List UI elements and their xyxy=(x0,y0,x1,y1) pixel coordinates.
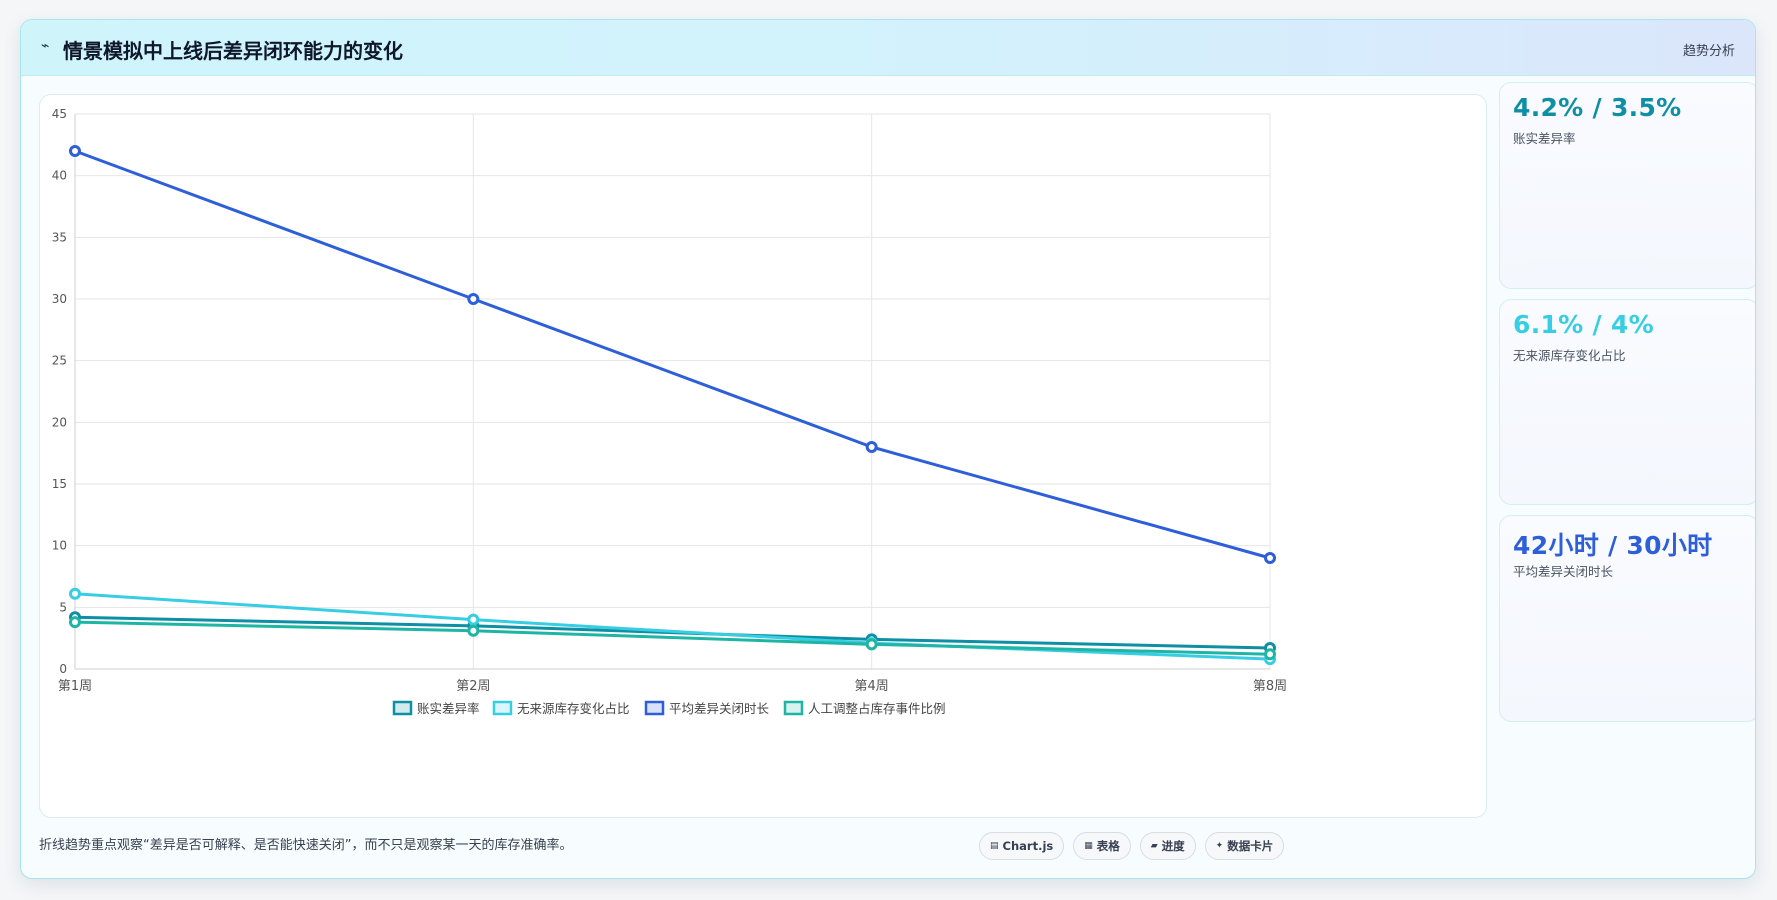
chip-label: 进度 xyxy=(1161,839,1185,853)
chip-data-cards[interactable]: ✦ 数据卡片 xyxy=(1204,832,1285,860)
data-point xyxy=(467,624,480,637)
report-card: ⌁ 情景模拟中上线后差异闭环能力的变化 趋势分析 0 5 10 15 20 25 30 35 4… xyxy=(20,19,1756,879)
trend-analysis-tag: 趋势分析 xyxy=(1682,44,1735,59)
footer-note: 折线趋势重点观察“差异是否可解释、是否能快速关闭”，而不只是观察某一天的库存准确… xyxy=(39,838,573,853)
stat-card-unsourced-change: 6.1% / 4% 无来源库存变化占比 xyxy=(1499,299,1755,505)
chart-icon: ▤ xyxy=(990,841,999,851)
x-tick-label: 第1周 xyxy=(58,679,92,694)
data-point xyxy=(69,616,81,629)
x-tick-label: 第2周 xyxy=(456,679,490,694)
legend-label: 无来源库存变化占比 xyxy=(517,701,630,716)
y-tick-label: 5 xyxy=(59,600,67,614)
y-tick-label: 35 xyxy=(52,230,67,244)
y-tick-label: 0 xyxy=(59,662,67,676)
stat-card-discrepancy-rate: 4.2% / 3.5% 账实差异率 xyxy=(1499,82,1755,289)
chip-label: Chart.js xyxy=(1002,839,1054,853)
table-icon: ▦ xyxy=(1084,841,1093,851)
data-point xyxy=(1264,552,1276,564)
stat-value: 4.2% / 3.5% xyxy=(1513,93,1682,122)
tech-chips: ▤ Chart.js ▦ 表格 ▰ 进度 ✦ 数据卡片 xyxy=(979,832,1285,860)
progress-icon: ▰ xyxy=(1150,841,1158,851)
x-tick-label: 第8周 xyxy=(1253,679,1287,694)
legend-label: 平均差异关闭时长 xyxy=(669,701,770,716)
series-line xyxy=(74,620,1271,656)
y-tick-label: 30 xyxy=(52,292,67,306)
chip-label: 数据卡片 xyxy=(1227,839,1274,853)
chip-chartjs[interactable]: ▤ Chart.js xyxy=(979,832,1065,860)
data-point xyxy=(69,587,81,600)
sparkle-icon: ✦ xyxy=(1215,841,1224,851)
y-tick-label: 10 xyxy=(52,539,67,553)
legend-swatch xyxy=(492,700,513,716)
legend-label: 人工调整占库存事件比例 xyxy=(808,701,946,716)
chip-progress[interactable]: ▰ 进度 xyxy=(1139,832,1196,860)
data-point xyxy=(865,638,878,651)
stat-value: 6.1% / 4% xyxy=(1513,310,1655,339)
legend-swatch xyxy=(644,700,665,716)
stat-value: 42小时 / 30小时 xyxy=(1513,531,1713,560)
y-tick-label: 15 xyxy=(52,477,67,491)
data-point xyxy=(865,441,878,453)
series-line xyxy=(74,592,1271,661)
stat-label: 无来源库存变化占比 xyxy=(1513,348,1626,363)
data-point xyxy=(467,293,480,305)
legend-swatch xyxy=(392,700,413,716)
y-tick-label: 25 xyxy=(52,354,67,368)
trend-icon: ⌁ xyxy=(41,38,50,54)
card-header: ⌁ 情景模拟中上线后差异闭环能力的变化 趋势分析 xyxy=(21,20,1755,76)
x-tick-label: 第4周 xyxy=(855,679,889,694)
page-title: 情景模拟中上线后差异闭环能力的变化 xyxy=(63,39,403,63)
stat-label: 平均差异关闭时长 xyxy=(1513,564,1614,579)
legend-label: 账实差异率 xyxy=(417,701,480,716)
y-tick-label: 40 xyxy=(52,169,67,183)
stat-label: 账实差异率 xyxy=(1513,131,1576,146)
chip-label: 表格 xyxy=(1096,839,1120,853)
data-point xyxy=(69,145,81,157)
chart-panel: 0 5 10 15 20 25 30 35 40 45 第1周 第2周 第4周 第8周账实差异率 无来源库存… xyxy=(39,94,1487,818)
legend-swatch xyxy=(783,700,804,716)
y-tick-label: 20 xyxy=(52,415,67,429)
chip-table[interactable]: ▦ 表格 xyxy=(1073,832,1131,860)
stat-card-close-duration: 42小时 / 30小时 平均差异关闭时长 xyxy=(1499,515,1755,722)
data-point xyxy=(467,613,480,626)
series-line xyxy=(74,149,1271,560)
y-tick-label: 45 xyxy=(52,107,67,121)
data-point xyxy=(1264,648,1276,661)
